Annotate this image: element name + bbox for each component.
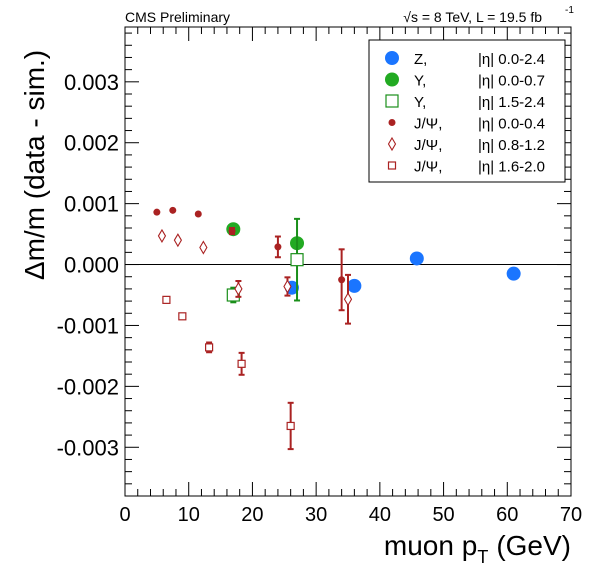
data-marks bbox=[153, 206, 521, 451]
legend-eta-range: |η| 0.8-1.2 bbox=[478, 137, 545, 154]
data-point bbox=[178, 312, 187, 321]
x-tick-label: 50 bbox=[432, 504, 454, 526]
legend-name: Υ, bbox=[414, 94, 426, 111]
data-point bbox=[237, 359, 246, 368]
legend-eta-range: |η| 1.5-2.4 bbox=[478, 94, 545, 111]
y-tick-label: -0.002 bbox=[57, 374, 119, 399]
legend-eta-range: |η| 1.6-2.0 bbox=[478, 159, 545, 176]
data-point bbox=[199, 240, 208, 255]
y-tick-label: 0.000 bbox=[64, 253, 119, 278]
legend-box bbox=[368, 39, 566, 183]
data-point bbox=[347, 278, 362, 293]
x-axis-title-sub: T bbox=[477, 547, 488, 567]
data-point bbox=[157, 228, 167, 244]
legend: Z, |η| 0.0-2.4 Υ, |η| 0.0-0.7 Υ, |η| 1.5-2.4 J… bbox=[368, 39, 566, 183]
x-tick-label: 0 bbox=[119, 504, 130, 526]
legend-eta-range: |η| 0.0-0.4 bbox=[478, 116, 545, 133]
cms-preliminary-label: CMS Preliminary bbox=[125, 9, 230, 25]
plot-frame bbox=[124, 26, 572, 497]
y-tick-label: 0.002 bbox=[64, 131, 119, 156]
data-point bbox=[169, 206, 177, 214]
x-axis-title-unit: (GeV) bbox=[496, 530, 571, 561]
legend-name: J/Ψ, bbox=[414, 159, 442, 176]
data-point bbox=[290, 253, 304, 267]
legend-name: J/Ψ, bbox=[414, 137, 442, 154]
data-point bbox=[228, 227, 236, 235]
legend-eta-range: |η| 0.0-0.7 bbox=[478, 73, 545, 90]
x-tick-label: 40 bbox=[369, 504, 391, 526]
y-tick-label: -0.001 bbox=[57, 313, 119, 338]
legend-eta-range: |η| 0.0-2.4 bbox=[478, 51, 545, 68]
legend-marker bbox=[387, 136, 397, 152]
data-point bbox=[153, 208, 161, 216]
y-tick-label: 0.001 bbox=[64, 192, 119, 217]
data-point bbox=[205, 343, 214, 352]
legend-marker bbox=[388, 119, 396, 126]
data-point bbox=[283, 279, 292, 294]
legend-marker bbox=[385, 94, 399, 108]
energy-lumi-label: √s = 8 TeV, L = 19.5 fb bbox=[403, 9, 542, 25]
legend-name: J/Ψ, bbox=[414, 116, 442, 133]
data-point bbox=[506, 266, 521, 281]
x-tick-label: 20 bbox=[241, 504, 263, 526]
data-point bbox=[286, 421, 295, 431]
x-tick-label: 70 bbox=[560, 504, 582, 526]
legend-marker bbox=[385, 51, 399, 65]
lumi-superscript: -1 bbox=[565, 5, 574, 16]
legend-marker bbox=[387, 161, 397, 170]
x-tick-label: 30 bbox=[305, 504, 327, 526]
data-point bbox=[409, 251, 424, 266]
data-point bbox=[274, 243, 282, 251]
data-point bbox=[338, 276, 346, 284]
y-tick-label: 0.003 bbox=[64, 70, 119, 95]
x-axis-title: muon pT (GeV) bbox=[384, 530, 571, 567]
data-point bbox=[162, 295, 171, 304]
y-axis-title: Δm/m (data - sim.) bbox=[19, 50, 50, 280]
legend-name: Υ, bbox=[414, 73, 426, 90]
data-point bbox=[173, 233, 183, 248]
y-tick-label: -0.003 bbox=[57, 435, 119, 460]
x-tick-label: 60 bbox=[496, 504, 518, 526]
legend-name: Z, bbox=[414, 51, 427, 68]
x-tick-label: 10 bbox=[178, 504, 200, 526]
legend-marker bbox=[385, 72, 399, 87]
x-axis-title-main: muon p bbox=[384, 530, 477, 561]
data-point bbox=[343, 292, 353, 307]
axis-ticks: 0 10 20 30 40 50 60 70 -0.003 -0.002 -0.001 0.000 0.… bbox=[57, 27, 582, 526]
data-point bbox=[194, 210, 202, 218]
data-point bbox=[234, 281, 243, 297]
